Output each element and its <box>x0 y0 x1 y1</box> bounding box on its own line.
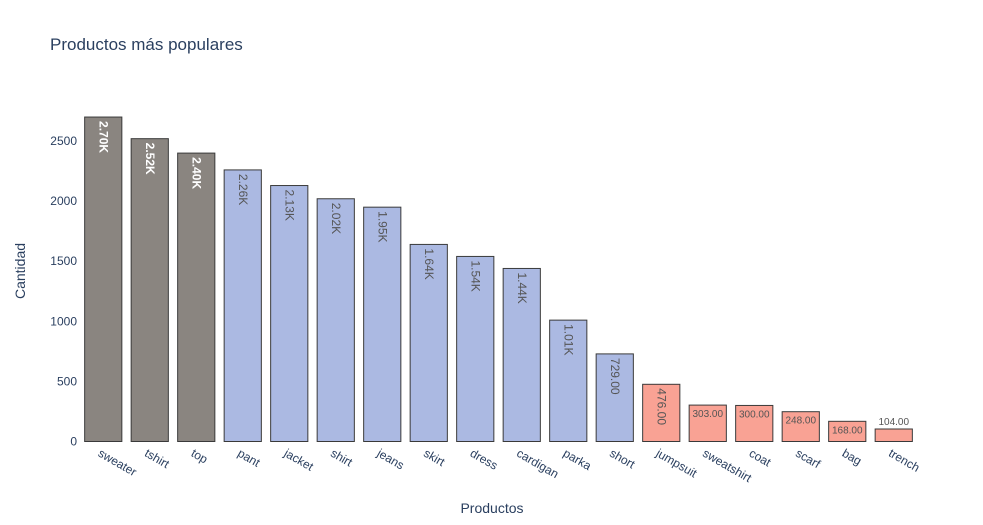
bar-data-label: 476.00 <box>654 388 668 425</box>
bar-data-label: 2.52K <box>143 143 157 175</box>
bars-group <box>84 116 913 443</box>
bar-data-label: 2.40K <box>189 157 203 189</box>
y-axis-title: Cantidad <box>12 243 28 299</box>
bar-bag <box>828 420 867 442</box>
x-tick-label: jumpsuit <box>653 445 700 480</box>
bar-trench <box>874 428 913 442</box>
bar-data-label: 248.00 <box>785 416 816 427</box>
bar-data-label: 1.64K <box>422 248 436 279</box>
bar-data-label: 1.44K <box>515 272 529 303</box>
bar-data-label: 2.13K <box>282 190 296 221</box>
bar-data-label: 104.00 <box>878 417 909 428</box>
bar-coat <box>735 404 774 443</box>
y-tick-label: 1000 <box>50 314 77 328</box>
bar-scarf <box>781 411 820 443</box>
x-tick-label: jacket <box>281 445 317 474</box>
x-tick-label: scarf <box>793 446 823 471</box>
y-tick-label: 2000 <box>50 194 77 208</box>
bar-sweater <box>84 116 123 443</box>
bar-parka <box>549 319 588 442</box>
x-tick-label: tshirt <box>142 446 172 471</box>
y-tick-label: 500 <box>57 374 77 388</box>
x-tick-label: sweater <box>96 446 139 479</box>
bar-data-label: 2.70K <box>96 121 110 153</box>
data-labels-group: 2.70K 2.52K 2.40K 2.26K 2.13K 2.02K 1.95K 1.64K… <box>96 121 909 436</box>
x-tick-label: jeans <box>374 445 407 472</box>
bar-short <box>595 353 634 442</box>
bar-data-label: 2.02K <box>329 203 343 234</box>
bar-data-label: 729.00 <box>608 358 622 395</box>
x-tick-label: coat <box>747 446 774 470</box>
bar-data-label: 2.26K <box>236 174 250 205</box>
x-tick-label: bag <box>840 446 864 468</box>
bar-tshirt <box>130 138 169 442</box>
bar-jacket <box>270 185 309 442</box>
bar-cardigan <box>502 267 541 442</box>
bar-sweatshirt <box>688 404 727 443</box>
bar-dress <box>456 255 495 442</box>
chart-title: Productos más populares <box>50 35 243 54</box>
bar-top <box>177 152 216 442</box>
y-tick-label: 1500 <box>50 254 77 268</box>
bar-data-label: 168.00 <box>832 425 863 436</box>
x-tick-label: parka <box>561 446 594 473</box>
bar-skirt <box>409 243 448 442</box>
bar-shirt <box>316 198 355 442</box>
bar-data-label: 300.00 <box>739 409 770 420</box>
bar-data-label: 303.00 <box>692 409 723 420</box>
x-axis-title: Productos <box>460 500 523 516</box>
x-tick-label: skirt <box>421 446 448 469</box>
x-tick-label: dress <box>468 446 500 473</box>
bar-jeans <box>363 206 402 442</box>
bar-data-label: 1.01K <box>561 324 575 355</box>
x-axis: sweater tshirt top pant jacket shirt jeans skir… <box>96 445 922 485</box>
x-tick-label: pant <box>235 446 263 470</box>
y-tick-label: 2500 <box>50 134 77 148</box>
x-tick-label: short <box>607 446 638 472</box>
y-axis: 0 500 1000 1500 2000 2500 <box>50 134 77 448</box>
x-tick-label: trench <box>886 446 922 475</box>
bar-pant <box>223 169 262 442</box>
bar-data-label: 1.95K <box>375 211 389 242</box>
y-tick-label: 0 <box>70 435 77 449</box>
bar-jumpsuit <box>642 383 681 442</box>
x-tick-label: sweatshirt <box>700 446 754 485</box>
bar-data-label: 1.54K <box>468 260 482 291</box>
x-tick-label: top <box>189 446 211 467</box>
x-tick-label: shirt <box>328 446 355 470</box>
x-tick-label: cardigan <box>514 446 561 481</box>
